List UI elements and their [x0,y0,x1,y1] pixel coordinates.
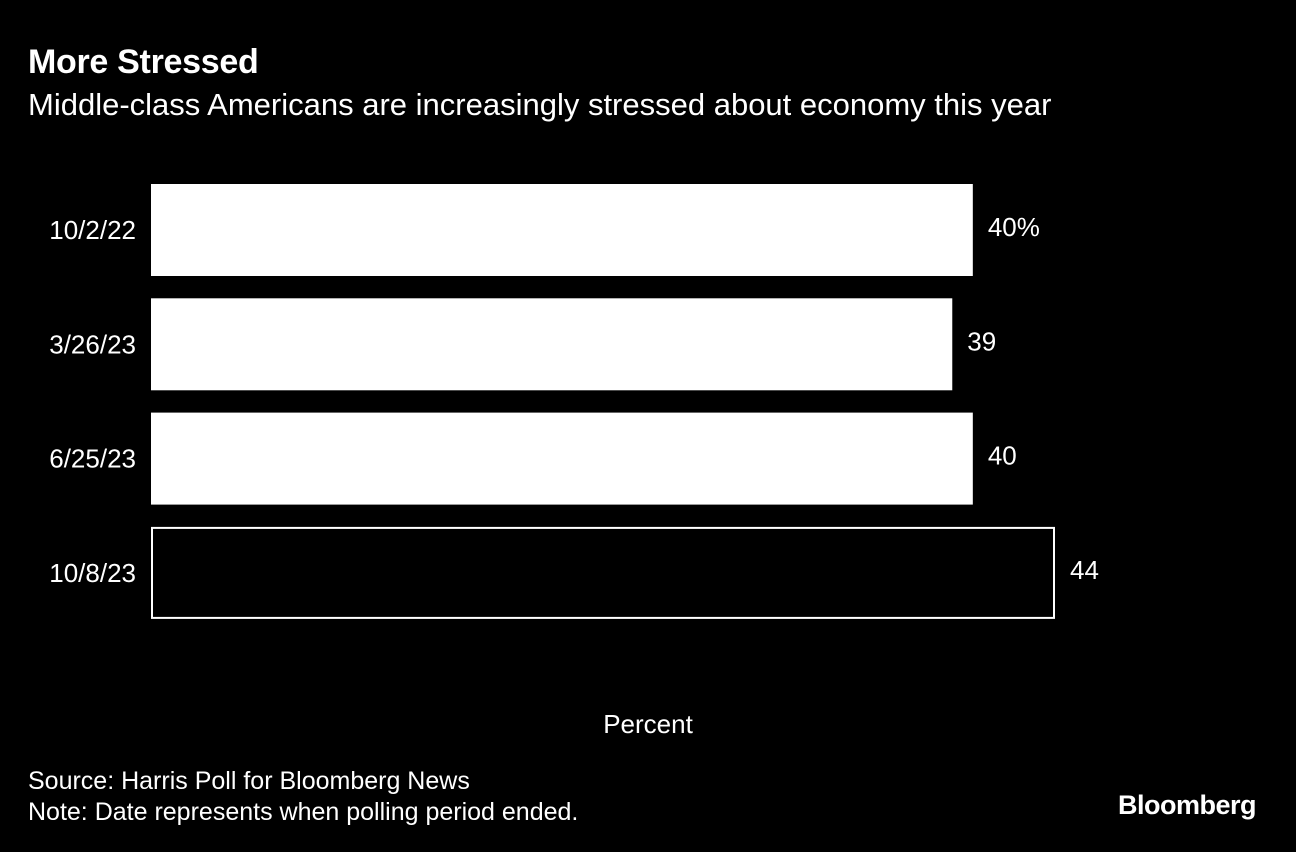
category-label: 6/25/23 [49,444,136,474]
bar-6-25-23 [151,412,973,505]
bar-10-8-23 [151,526,1055,619]
source-note: Source: Harris Poll for Bloomberg News [28,767,470,795]
data-label: 40 [988,441,1017,471]
bar-chart: 10/2/22 40% 3/26/23 39 6/25/23 40 10/8/23 44 [49,184,1099,619]
category-label: 10/2/22 [49,215,136,245]
bar-10-2-22 [151,184,973,276]
chart-title: More Stressed [28,43,259,81]
footnote: Note: Date represents when polling perio… [28,798,579,826]
category-label: 10/8/23 [49,558,136,588]
bar-3-26-23 [151,298,953,391]
data-label: 44 [1070,555,1099,585]
data-label: 39 [967,326,996,356]
x-axis-label: Percent [603,709,693,739]
bloomberg-logo: Bloomberg [1117,790,1257,820]
chart-subtitle: Middle-class Americans are increasingly … [28,87,1052,122]
category-label: 3/26/23 [49,329,136,359]
data-label: 40% [988,212,1040,242]
